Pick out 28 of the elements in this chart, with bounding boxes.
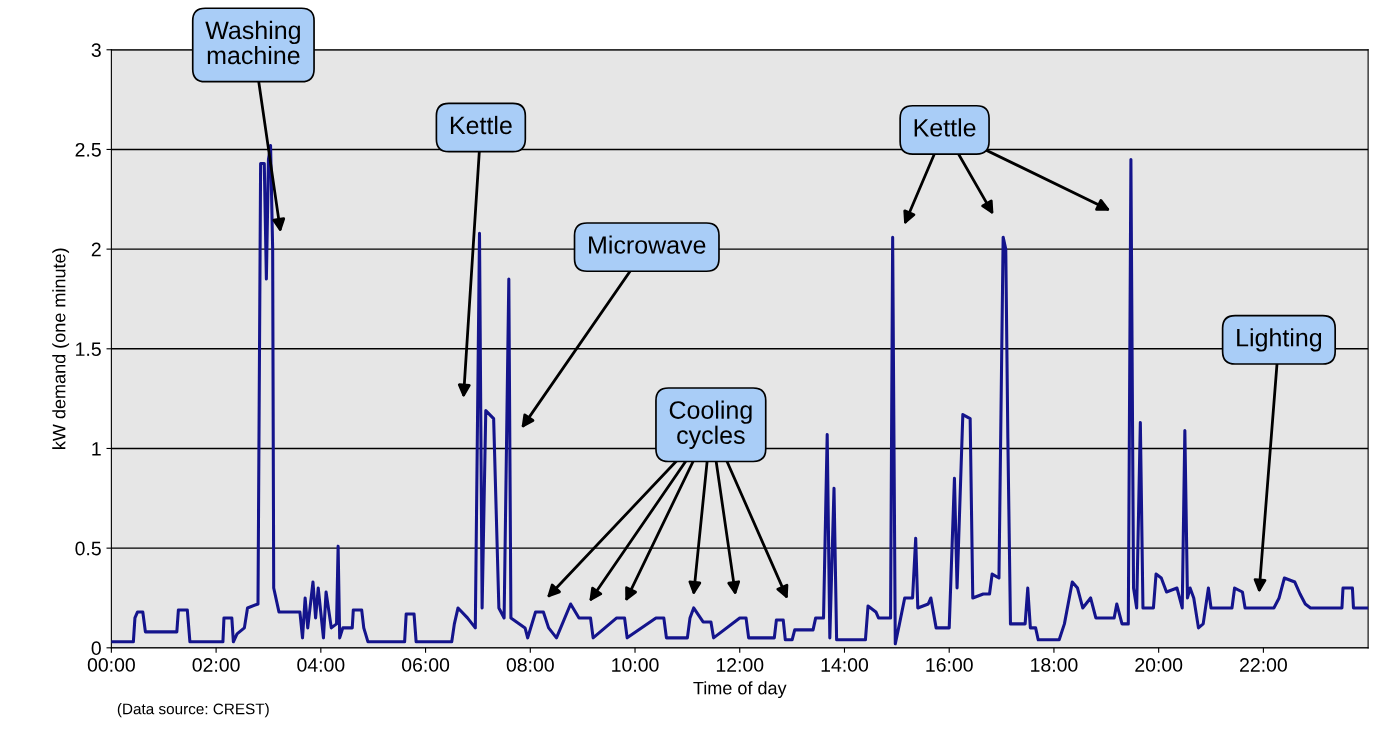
x-tick-label: 10:00	[612, 658, 659, 672]
annotation: Microwave	[589, 235, 706, 254]
annotation: Kettle	[450, 115, 512, 135]
x-tick-label: 16:00	[926, 658, 973, 672]
annotation: Kettle	[914, 118, 976, 137]
x-tick-label: 20:00	[1135, 658, 1183, 672]
x-tick-label: 18:00	[1031, 658, 1078, 672]
annotation: Lighting	[1237, 328, 1322, 352]
y-tick-label: 1.5	[76, 342, 101, 357]
y-axis-title: kW demand (one minute)	[52, 248, 70, 449]
x-tick-label: 06:00	[402, 658, 450, 672]
annotation: Cooling cycles	[669, 400, 752, 449]
x-tick-label: 22:00	[1240, 658, 1287, 672]
y-tick-label: 2.5	[75, 142, 101, 157]
y-tick-label: 1	[92, 442, 101, 456]
x-tick-label: 02:00	[192, 658, 240, 672]
x-tick-label: 14:00	[821, 658, 869, 672]
x-tick-label: 00:00	[87, 658, 135, 672]
annotation: Washing machine	[205, 20, 300, 65]
x-tick-label: 12:00	[716, 658, 764, 672]
y-tick-label: 0	[91, 641, 101, 656]
x-tick-label: 08:00	[506, 658, 554, 672]
y-tick-label: 3	[91, 43, 101, 58]
x-tick-label: 04:00	[297, 658, 345, 672]
y-tick-label: 2	[91, 242, 101, 257]
y-tick-label: 0.5	[75, 541, 101, 556]
x-axis-title: Time of day	[693, 681, 787, 699]
text: (Data source: CREST)	[117, 703, 269, 718]
